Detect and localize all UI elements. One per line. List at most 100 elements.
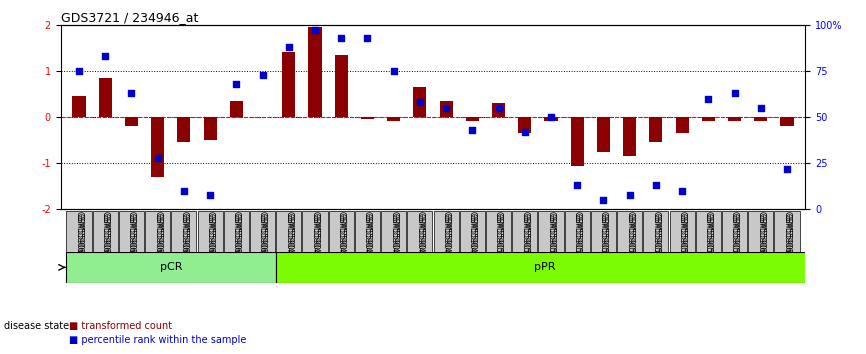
Text: GSM559054: GSM559054 (599, 211, 608, 258)
FancyBboxPatch shape (275, 252, 813, 283)
Text: GSM559069: GSM559069 (258, 213, 267, 259)
Point (72, 68, 86, 74)
Text: GSM559068: GSM559068 (232, 213, 241, 259)
Text: GSM559054: GSM559054 (599, 213, 608, 259)
Bar (597, 117, 610, 152)
Bar (125, 117, 138, 126)
Text: disease state: disease state (4, 321, 69, 331)
Text: GSM559050: GSM559050 (494, 211, 503, 258)
FancyBboxPatch shape (774, 211, 799, 252)
Bar (728, 117, 741, 121)
Text: GSM559064: GSM559064 (127, 211, 136, 258)
FancyBboxPatch shape (748, 211, 773, 252)
Point (387, 68, 401, 74)
FancyBboxPatch shape (407, 211, 432, 252)
Text: GSM559063: GSM559063 (100, 213, 110, 259)
FancyBboxPatch shape (460, 211, 485, 252)
FancyBboxPatch shape (591, 211, 616, 252)
Text: GSM559052: GSM559052 (546, 211, 555, 258)
Bar (440, 101, 453, 117)
Text: GSM559062: GSM559062 (74, 213, 83, 259)
Bar (387, 117, 400, 121)
FancyBboxPatch shape (250, 211, 275, 252)
FancyBboxPatch shape (512, 211, 538, 252)
Text: GSM559066: GSM559066 (179, 211, 189, 258)
Text: GSM559056: GSM559056 (651, 211, 661, 258)
Text: GSM559063: GSM559063 (100, 211, 110, 258)
FancyBboxPatch shape (695, 211, 721, 252)
Text: pCR: pCR (159, 262, 182, 272)
Text: GSM559045: GSM559045 (363, 213, 372, 259)
Bar (780, 117, 793, 126)
Text: GSM559053: GSM559053 (572, 211, 582, 258)
Text: GSM559061: GSM559061 (783, 211, 792, 258)
FancyBboxPatch shape (328, 211, 354, 252)
Point (649, 183, 662, 188)
Text: GSM559061: GSM559061 (783, 213, 792, 259)
FancyBboxPatch shape (197, 211, 223, 252)
FancyBboxPatch shape (565, 211, 590, 252)
Text: ■ transformed count: ■ transformed count (69, 321, 172, 331)
Text: GSM559042: GSM559042 (284, 211, 294, 258)
Text: GSM559066: GSM559066 (179, 213, 189, 259)
Text: GSM559049: GSM559049 (468, 211, 477, 258)
Text: GSM559055: GSM559055 (625, 213, 634, 259)
FancyBboxPatch shape (381, 211, 406, 252)
Point (544, 114, 558, 120)
FancyBboxPatch shape (276, 211, 301, 252)
Text: GSM559046: GSM559046 (389, 213, 398, 259)
Bar (466, 117, 479, 121)
Text: GSM559060: GSM559060 (756, 211, 766, 258)
Text: GSM559047: GSM559047 (416, 213, 424, 259)
Bar (99, 78, 112, 117)
Point (623, 192, 637, 198)
Text: GSM559059: GSM559059 (730, 211, 739, 258)
Bar (571, 117, 584, 166)
Bar (701, 117, 715, 121)
FancyBboxPatch shape (669, 211, 695, 252)
Text: GSM559056: GSM559056 (651, 213, 661, 259)
FancyBboxPatch shape (302, 211, 327, 252)
Bar (624, 117, 637, 156)
Point (177, 188, 191, 194)
Bar (151, 117, 165, 177)
Point (518, 129, 532, 135)
Text: GSM559052: GSM559052 (546, 213, 555, 259)
FancyBboxPatch shape (434, 211, 459, 252)
Point (334, 35, 348, 40)
Text: GSM559043: GSM559043 (311, 213, 320, 259)
Text: GSM559057: GSM559057 (677, 213, 687, 259)
Point (597, 197, 611, 203)
FancyBboxPatch shape (643, 211, 669, 252)
Point (465, 127, 479, 133)
Text: GSM559045: GSM559045 (363, 211, 372, 258)
Point (229, 81, 243, 87)
Point (308, 28, 322, 33)
FancyBboxPatch shape (355, 211, 380, 252)
Text: GSM559067: GSM559067 (205, 211, 215, 258)
Bar (675, 117, 688, 133)
Point (125, 90, 139, 96)
Bar (492, 103, 505, 117)
Text: GSM559050: GSM559050 (494, 213, 503, 259)
Bar (754, 117, 767, 121)
Bar (361, 117, 374, 119)
Point (701, 96, 715, 102)
Bar (545, 117, 558, 121)
Bar (229, 101, 242, 117)
Bar (178, 117, 191, 142)
Text: GSM559057: GSM559057 (677, 211, 687, 258)
Text: GSM559058: GSM559058 (704, 211, 713, 258)
Point (281, 44, 295, 50)
Text: GDS3721 / 234946_at: GDS3721 / 234946_at (61, 11, 198, 24)
Bar (308, 27, 321, 117)
Text: GSM559048: GSM559048 (442, 213, 450, 259)
FancyBboxPatch shape (93, 211, 118, 252)
FancyBboxPatch shape (722, 211, 747, 252)
Point (780, 166, 794, 172)
Text: GSM559051: GSM559051 (520, 213, 529, 259)
Text: GSM559065: GSM559065 (153, 211, 162, 258)
Text: GSM559058: GSM559058 (704, 213, 713, 259)
Text: GSM559042: GSM559042 (284, 213, 294, 259)
FancyBboxPatch shape (539, 211, 564, 252)
